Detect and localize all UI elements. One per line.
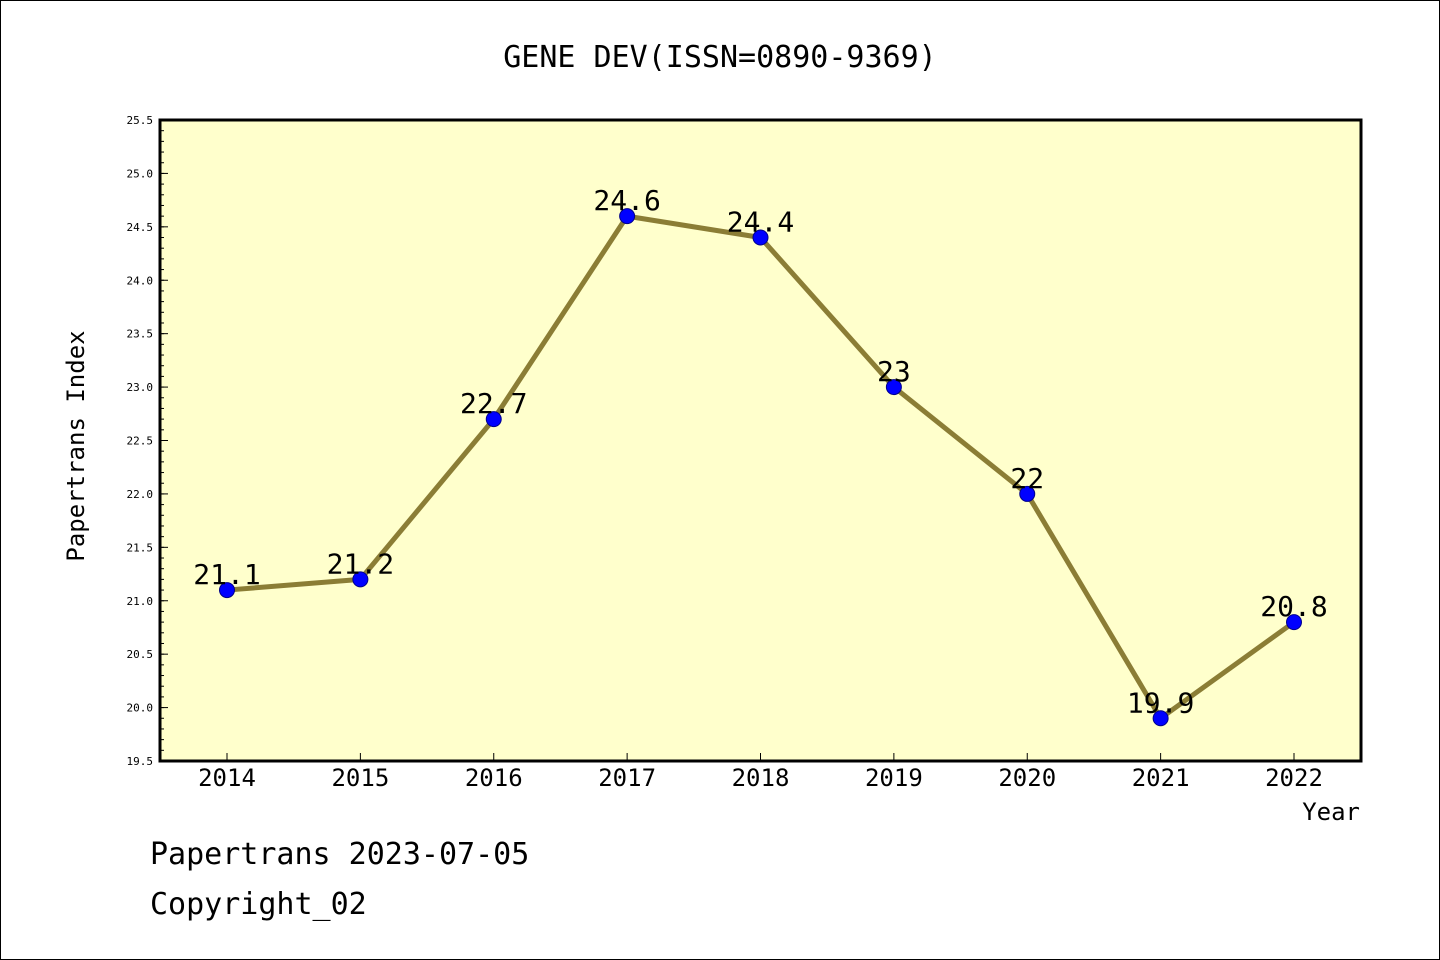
x-axis-label: Year	[1302, 798, 1360, 826]
x-tick-label: 2019	[865, 764, 923, 792]
x-tick-label: 2017	[598, 764, 656, 792]
data-point-marker	[1286, 614, 1302, 631]
y-tick-label: 20.0	[127, 702, 154, 715]
data-label: 22	[1010, 462, 1044, 495]
x-tick-label: 2016	[465, 764, 523, 792]
data-point-marker	[885, 379, 902, 396]
data-label: 20.8	[1260, 590, 1327, 623]
data-point-marker	[219, 582, 235, 599]
data-label: 22.7	[460, 387, 527, 420]
x-tick-label: 2020	[998, 764, 1056, 792]
y-tick-label: 23.0	[127, 381, 154, 394]
y-tick-label: 25.0	[127, 167, 154, 180]
footer-date-text: Papertrans 2023-07-05	[150, 837, 529, 872]
y-tick-label: 22.5	[127, 435, 154, 448]
y-tick-label: 20.5	[127, 648, 154, 661]
data-label: 23	[877, 355, 911, 388]
chart-title: GENE DEV(ISSN=0890-9369)	[503, 40, 936, 75]
data-label: 21.1	[193, 558, 260, 591]
y-tick-label: 22.0	[127, 488, 154, 501]
x-axis-ticks: 2014 2015 2016 2017 2018 2019 2020 2021 2022	[198, 753, 1323, 792]
footer-copyright-text: Copyright_02	[150, 887, 367, 922]
x-tick-label: 2022	[1265, 764, 1323, 792]
data-point-marker	[485, 411, 502, 428]
y-tick-label: 23.5	[127, 328, 154, 341]
data-label: 19.9	[1127, 686, 1194, 719]
data-label: 21.2	[327, 547, 394, 580]
x-tick-label: 2018	[732, 764, 790, 792]
y-axis-ticks: 19.5 20.0 20.5 21.0 21.5 22.0 22.5 23.0 23.5 24.0…	[127, 114, 168, 768]
data-point-marker	[1152, 710, 1169, 727]
x-tick-label: 2014	[198, 764, 256, 792]
x-tick-label: 2015	[331, 764, 389, 792]
y-tick-label: 25.5	[127, 114, 154, 127]
data-label: 24.6	[593, 184, 660, 217]
y-tick-label: 21.5	[127, 541, 154, 554]
data-point-marker	[352, 571, 369, 588]
y-tick-label: 21.0	[127, 595, 154, 608]
y-axis-label: Papertrans Index	[62, 330, 90, 561]
y-tick-label: 24.0	[127, 274, 154, 287]
y-tick-label: 19.5	[127, 755, 154, 768]
data-label: 24.4	[727, 206, 794, 239]
plot-area	[158, 118, 1363, 763]
y-tick-label: 24.5	[127, 221, 154, 234]
x-tick-label: 2021	[1132, 764, 1190, 792]
data-point-marker	[752, 229, 769, 246]
data-point-marker	[1019, 485, 1036, 502]
data-point-marker	[619, 208, 636, 225]
series-layer: 21.1 21.2 22.7 24.6 24.4 23 22 19.9 20.8	[193, 184, 1328, 727]
